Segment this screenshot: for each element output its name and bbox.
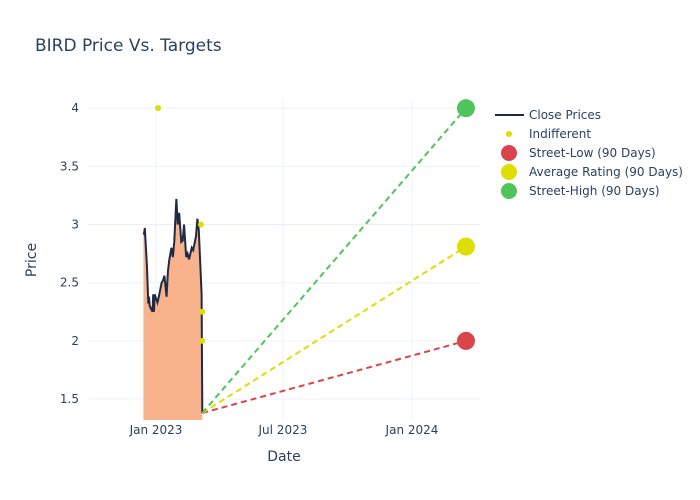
target-line xyxy=(201,107,467,414)
y-tick-label: 3.5 xyxy=(60,159,79,173)
legend-marker-icon xyxy=(506,131,512,137)
target-line xyxy=(201,245,467,414)
close-price-line xyxy=(142,198,204,414)
target-marker xyxy=(456,331,475,350)
target-marker xyxy=(456,237,475,256)
y-tick-label: 1.5 xyxy=(60,392,79,406)
legend-item-label[interactable]: Indifferent xyxy=(529,127,591,141)
target-line xyxy=(202,339,467,414)
y-tick-label: 2.5 xyxy=(60,276,79,290)
chart-title: BIRD Price Vs. Targets xyxy=(35,36,222,56)
legend-item-label[interactable]: Average Rating (90 Days) xyxy=(529,165,683,179)
x-axis-label: Date xyxy=(267,449,300,465)
x-tick-label: Jan 2023 xyxy=(129,423,183,437)
y-tick-label: 2 xyxy=(71,334,79,348)
indifferent-point xyxy=(199,337,206,344)
legend-marker-icon xyxy=(501,164,517,180)
legend-item-label[interactable]: Street-High (90 Days) xyxy=(529,184,660,198)
indifferent-point xyxy=(199,308,206,315)
indifferent-point xyxy=(197,221,204,228)
legend-marker-icon xyxy=(501,145,517,161)
legend-item-label[interactable]: Close Prices xyxy=(529,108,601,122)
x-tick-label: Jul 2023 xyxy=(258,423,308,437)
y-tick-label: 4 xyxy=(71,101,79,115)
indifferent-point xyxy=(155,105,162,112)
legend-item-label[interactable]: Street-Low (90 Days) xyxy=(529,146,656,160)
target-marker xyxy=(456,99,475,118)
legend-marker-icon xyxy=(501,183,517,199)
x-tick-label: Jan 2024 xyxy=(385,423,439,437)
y-axis-label: Price xyxy=(24,243,40,277)
y-tick-label: 3 xyxy=(71,218,79,232)
